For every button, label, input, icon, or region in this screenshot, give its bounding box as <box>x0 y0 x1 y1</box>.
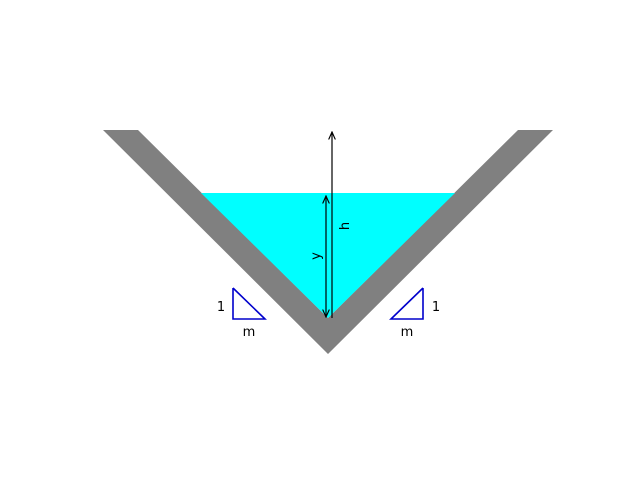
channel-wall <box>103 130 553 354</box>
right-slope-triangle <box>389 287 424 320</box>
right-slope-run-label: m <box>401 325 414 340</box>
right-slope-rise-label: 1 <box>432 300 440 315</box>
depth-label: y <box>309 252 324 260</box>
height-label: h <box>338 222 353 230</box>
left-slope-run-label: m <box>243 325 256 340</box>
left-slope-triangle <box>232 287 267 320</box>
left-slope-rise-label: 1 <box>217 300 225 315</box>
